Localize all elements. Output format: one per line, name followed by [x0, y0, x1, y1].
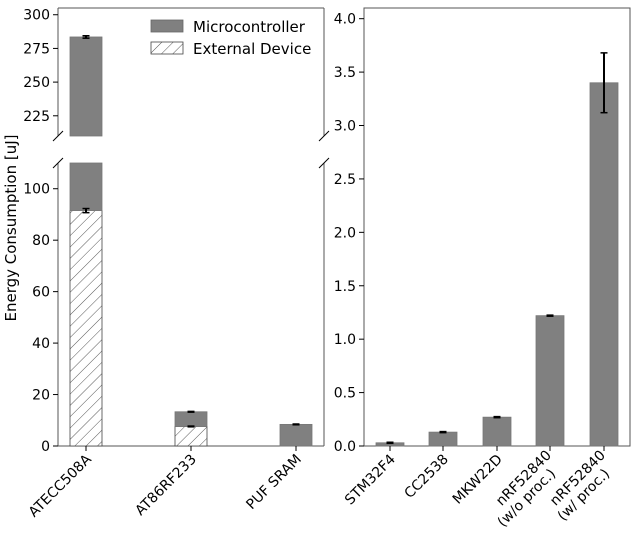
legend-label-external-device: External Device [193, 40, 311, 58]
y-tick-label-right: 2.0 [334, 225, 356, 241]
x-tick-label: PUF SRAM [243, 452, 304, 513]
y-tick-label-lower: 80 [32, 233, 50, 249]
bar-external-device [69, 210, 103, 447]
bar-microcontroller [535, 315, 565, 447]
y-tick-label-right: 1.5 [334, 279, 356, 295]
y-tick-label-lower: 100 [23, 182, 50, 198]
bar-microcontroller [279, 423, 313, 447]
left-panel: 225 250 275 300 0 20 40 60 80 100 ATECC508A AT86RF2… [23, 7, 330, 521]
legend-label-microcontroller: Microcontroller [193, 18, 306, 36]
y-tick-label-lower: 60 [32, 285, 50, 301]
x-tick-label: nRF52840(w/ proc.) [543, 448, 620, 525]
y-tick-label-right: 4.0 [334, 12, 356, 28]
y-tick-label-right: 3.5 [334, 65, 356, 81]
y-tick-label-lower: 20 [32, 388, 50, 404]
y-tick-label-upper: 250 [23, 75, 50, 91]
y-tick-label-lower: 0 [41, 439, 50, 455]
y-tick-label-right: 0.0 [334, 439, 356, 455]
y-tick-label-lower: 40 [32, 336, 50, 352]
x-tick-label: ATECC508A [26, 451, 95, 520]
axis-break-mark [52, 130, 64, 142]
axis-break-mark [318, 130, 330, 142]
x-tick-label: CC2538 [401, 452, 451, 502]
y-tick-label-right: 3.0 [334, 119, 356, 135]
y-tick-label-right: 2.5 [334, 172, 356, 188]
bar-external-device [174, 426, 208, 447]
bar-microcontroller [174, 411, 208, 427]
y-tick-label-upper: 225 [23, 109, 50, 125]
bar-microcontroller [482, 416, 512, 447]
y-axis-label: Energy Consumption [uJ] [2, 134, 20, 321]
x-tick-label: AT86RF233 [132, 452, 199, 519]
axis-break-mark [52, 157, 64, 169]
bar-microcontroller [589, 82, 619, 447]
y-tick-label-right: 0.5 [334, 386, 356, 402]
bar-microcontroller-upper [69, 36, 103, 137]
y-tick-label-right: 1.0 [334, 332, 356, 348]
axis-break-mark [318, 157, 330, 169]
y-tick-label-upper: 300 [23, 8, 50, 24]
bar-microcontroller [69, 162, 103, 211]
bar-microcontroller [428, 431, 458, 447]
legend-swatch-microcontroller [150, 19, 184, 33]
right-panel: 0.0 0.5 1.0 1.5 2.0 2.5 3.0 3.5 4.0 STM32F4 CC2538… [334, 7, 631, 530]
legend-swatch-external-device [150, 41, 184, 55]
x-tick-label: STM32F4 [342, 451, 399, 508]
y-tick-label-upper: 275 [23, 41, 50, 57]
